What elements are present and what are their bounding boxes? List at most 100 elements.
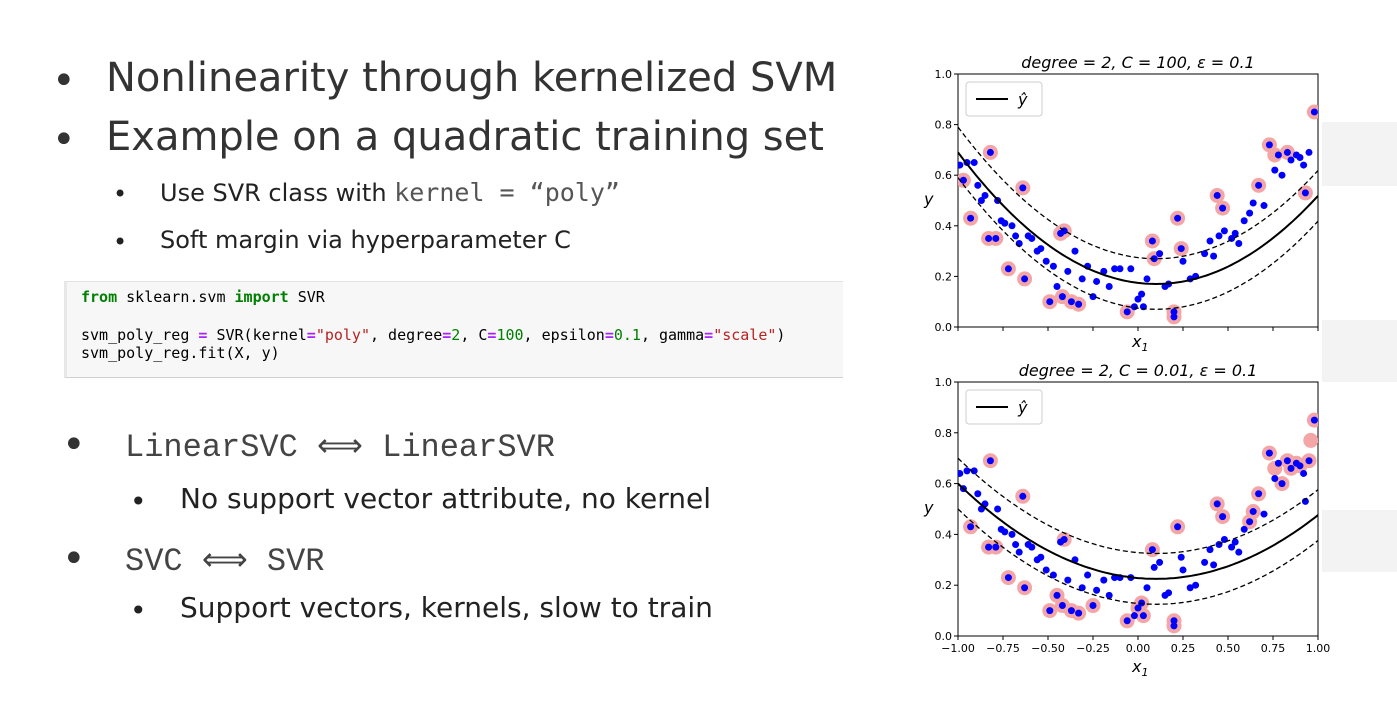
support-vector-marker: [1173, 241, 1189, 257]
data-point: [1134, 604, 1142, 612]
bullet-linear-svc: LinearSVC ⟺ LinearSVR: [125, 429, 555, 466]
data-point: [1301, 497, 1309, 505]
data-point: [1260, 202, 1268, 210]
data-point: [986, 148, 994, 156]
data-point: [1008, 222, 1016, 230]
support-vector-marker: [1166, 309, 1182, 325]
data-point: [1231, 229, 1239, 237]
data-point: [1220, 535, 1228, 543]
data-point: [1127, 574, 1135, 582]
data-point: [1192, 272, 1200, 280]
plot-title: degree = 2, C = 0.01, ε = 0.1: [1019, 361, 1258, 380]
data-point: [1235, 548, 1243, 556]
sub-bullet-dot: •: [113, 228, 128, 256]
data-point: [1301, 189, 1309, 197]
y-tick-label: 0.2: [935, 579, 953, 592]
data-point: [1210, 561, 1218, 569]
support-vector-marker: [1288, 455, 1304, 471]
data-point: [1220, 227, 1228, 235]
data-point: [1037, 553, 1045, 561]
data-point: [1192, 581, 1200, 589]
data-point: [1206, 546, 1214, 554]
support-vector-marker: [1166, 618, 1182, 634]
plot-frame: [957, 381, 1319, 637]
support-vector-marker: [1251, 177, 1267, 193]
data-point: [1201, 250, 1209, 258]
data-point: [981, 191, 989, 199]
data-point: [1292, 459, 1300, 467]
support-vector-marker: [1053, 225, 1069, 241]
sub-bullet-dot: •: [113, 180, 128, 208]
data-point: [981, 500, 989, 508]
x-tick-label: 0.75: [1261, 642, 1286, 655]
y-axis-label: y: [923, 190, 934, 209]
support-vector-marker: [1274, 476, 1290, 492]
data-point: [1249, 199, 1257, 207]
data-point: [1075, 300, 1083, 308]
data-point: [1310, 108, 1318, 116]
data-point: [974, 490, 982, 498]
data-point: [1177, 245, 1185, 253]
data-point: [1246, 209, 1254, 217]
plot-c100: degree = 2, C = 100, ε = 0.1 0.0 0.2 0.4 0.6…: [923, 53, 1319, 354]
data-point: [1015, 548, 1023, 556]
data-point: [1170, 308, 1178, 316]
data-point: [1165, 280, 1173, 288]
data-point: [1231, 538, 1239, 546]
data-point: [1296, 153, 1304, 161]
data-point: [1265, 141, 1273, 149]
legend: ŷ: [965, 81, 1043, 117]
data-point: [1004, 265, 1012, 273]
support-vector-marker: [1209, 496, 1225, 512]
y-tick-label: 1.0: [935, 68, 953, 81]
x-tick-label: 1.00: [1306, 642, 1331, 655]
data-point: [1213, 191, 1221, 199]
data-point: [1156, 558, 1164, 566]
data-point: [1033, 556, 1041, 564]
support-vector-marker: [1049, 587, 1065, 603]
data-point: [1228, 234, 1236, 242]
data-point: [992, 234, 1000, 242]
data-point: [1008, 530, 1016, 538]
support-vector-marker: [1303, 432, 1318, 448]
data-point: [1100, 576, 1108, 584]
data-point: [1127, 265, 1135, 273]
data-point: [977, 505, 985, 513]
support-vector-marker: [1056, 223, 1072, 239]
background-block: [1322, 320, 1397, 382]
data-point: [974, 181, 982, 189]
support-vector-marker: [1297, 185, 1313, 201]
support-vector-marker: [981, 539, 997, 555]
data-point: [1084, 571, 1092, 579]
data-point: [1174, 214, 1182, 222]
data-point: [963, 467, 971, 475]
data-point: [1186, 275, 1194, 283]
data-point: [1138, 599, 1146, 607]
code-cell[interactable]: from sklearn.svm import SVR svm_poly_reg…: [64, 281, 843, 378]
y-tick-label: 0.8: [935, 119, 953, 132]
data-point: [1046, 607, 1054, 615]
data-point: [1174, 523, 1182, 531]
data-point: [958, 469, 964, 477]
y-tick-label: 1.0: [935, 376, 953, 389]
data-point: [986, 457, 994, 465]
support-vector-marker: [1056, 531, 1072, 547]
data-point: [967, 214, 975, 222]
data-point: [1305, 148, 1313, 156]
data-point: [1283, 148, 1291, 156]
support-vector-marker: [1135, 608, 1151, 624]
data-point: [1255, 181, 1263, 189]
data-point: [1148, 237, 1156, 245]
legend-box: [965, 81, 1043, 117]
data-point: [1028, 234, 1036, 242]
epsilon-upper: [958, 457, 1318, 555]
data-point: [1064, 267, 1072, 275]
data-point: [1170, 622, 1178, 630]
data-point: [1310, 416, 1318, 424]
data-point: [1246, 518, 1254, 526]
support-vector-marker: [1242, 514, 1258, 530]
data-point: [1201, 558, 1209, 566]
data-point: [1139, 303, 1147, 311]
legend: ŷ: [965, 389, 1043, 425]
y-tick-label: 0.4: [935, 528, 953, 541]
